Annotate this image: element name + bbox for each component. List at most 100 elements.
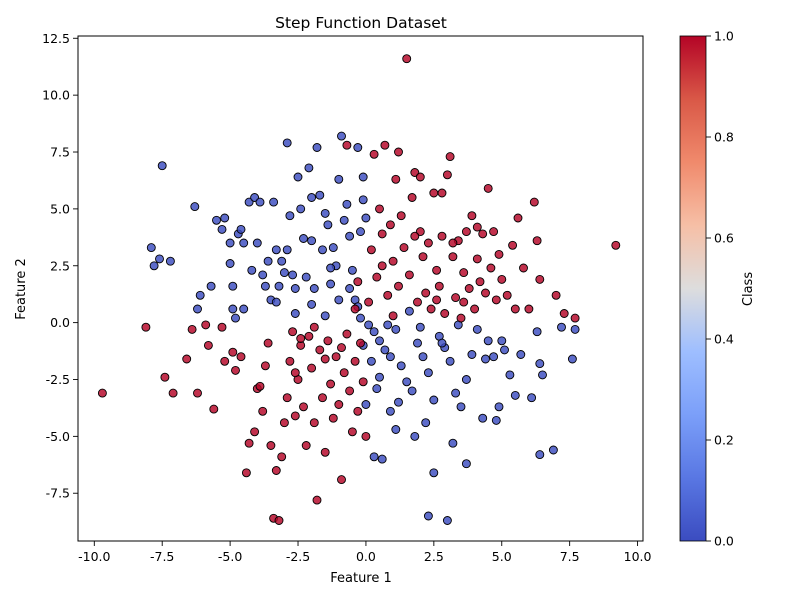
point-class-0 bbox=[361, 400, 371, 409]
point-class-0 bbox=[320, 311, 330, 321]
point-class-0 bbox=[274, 281, 284, 291]
point-class-1 bbox=[410, 231, 420, 241]
point-class-0 bbox=[195, 290, 205, 300]
point-class-0 bbox=[358, 172, 368, 182]
point-class-0 bbox=[328, 243, 338, 253]
point-class-0 bbox=[532, 327, 542, 337]
point-class-0 bbox=[421, 418, 431, 428]
point-class-0 bbox=[567, 354, 577, 364]
point-class-1 bbox=[182, 354, 192, 364]
point-class-1 bbox=[385, 220, 395, 230]
point-class-1 bbox=[320, 447, 330, 457]
point-class-0 bbox=[410, 431, 420, 441]
point-class-0 bbox=[570, 324, 580, 334]
point-class-1 bbox=[413, 297, 422, 307]
point-class-0 bbox=[472, 324, 482, 334]
point-class-1 bbox=[342, 140, 352, 150]
point-class-1 bbox=[489, 227, 499, 237]
point-class-1 bbox=[470, 304, 480, 314]
point-class-1 bbox=[404, 270, 414, 280]
point-class-0 bbox=[304, 163, 314, 173]
point-class-0 bbox=[225, 238, 235, 248]
point-class-1 bbox=[415, 172, 425, 182]
point-class-0 bbox=[535, 450, 545, 460]
point-class-1 bbox=[423, 238, 433, 248]
point-class-0 bbox=[320, 208, 330, 218]
point-class-1 bbox=[497, 274, 507, 284]
point-class-0 bbox=[220, 213, 230, 223]
point-class-0 bbox=[206, 281, 216, 291]
x-axis-ticks: -10.0 -7.5 -5.0 -2.5 0.0 2.5 5.0 7.5 10.0 bbox=[78, 541, 652, 564]
point-class-0 bbox=[263, 256, 273, 266]
point-class-0 bbox=[372, 384, 382, 394]
point-class-0 bbox=[375, 336, 384, 346]
point-class-0 bbox=[538, 370, 547, 380]
point-class-1 bbox=[141, 322, 151, 332]
point-class-0 bbox=[461, 459, 471, 469]
point-class-0 bbox=[293, 172, 303, 182]
point-class-0 bbox=[377, 454, 387, 464]
y-tick-label: -7.5 bbox=[46, 486, 70, 501]
point-class-1 bbox=[399, 243, 409, 253]
point-class-0 bbox=[366, 356, 376, 366]
point-class-0 bbox=[418, 352, 428, 362]
point-class-1 bbox=[331, 352, 341, 362]
point-class-0 bbox=[271, 245, 281, 255]
point-class-0 bbox=[356, 227, 365, 237]
point-class-0 bbox=[296, 204, 306, 214]
point-class-1 bbox=[402, 54, 412, 64]
x-tick-label: 2.5 bbox=[424, 549, 444, 564]
point-class-0 bbox=[461, 375, 471, 384]
point-class-1 bbox=[277, 452, 287, 462]
point-class-0 bbox=[478, 413, 488, 423]
point-class-0 bbox=[375, 372, 384, 382]
point-class-1 bbox=[445, 152, 455, 162]
point-class-1 bbox=[296, 334, 306, 343]
colorbar-tick-label: 0.8 bbox=[714, 130, 734, 145]
point-class-0 bbox=[307, 236, 317, 246]
point-class-1 bbox=[168, 388, 178, 398]
point-class-1 bbox=[448, 238, 458, 248]
point-class-1 bbox=[472, 222, 482, 232]
point-class-1 bbox=[337, 343, 346, 353]
point-class-0 bbox=[345, 284, 355, 293]
point-class-0 bbox=[269, 197, 279, 207]
point-class-0 bbox=[190, 202, 200, 212]
point-class-1 bbox=[478, 229, 488, 239]
point-class-1 bbox=[451, 293, 461, 303]
point-class-0 bbox=[228, 281, 238, 291]
point-class-0 bbox=[334, 295, 344, 305]
point-class-1 bbox=[437, 231, 447, 241]
point-class-1 bbox=[407, 193, 417, 202]
point-class-0 bbox=[369, 452, 379, 462]
point-class-0 bbox=[326, 279, 336, 289]
point-class-1 bbox=[440, 309, 450, 318]
point-class-1 bbox=[263, 338, 273, 348]
point-class-1 bbox=[244, 438, 254, 448]
point-class-1 bbox=[394, 281, 403, 291]
x-tick-label: 7.5 bbox=[560, 549, 580, 564]
point-class-1 bbox=[429, 188, 439, 198]
point-class-1 bbox=[372, 272, 382, 282]
x-tick-label: -10.0 bbox=[78, 549, 110, 564]
point-class-0 bbox=[239, 304, 249, 314]
point-class-0 bbox=[445, 356, 455, 366]
point-class-1 bbox=[350, 304, 360, 314]
point-class-1 bbox=[328, 413, 338, 423]
point-class-0 bbox=[288, 270, 298, 280]
point-class-0 bbox=[356, 313, 365, 323]
y-tick-label: 12.5 bbox=[42, 31, 70, 46]
point-class-1 bbox=[187, 324, 197, 334]
point-class-1 bbox=[519, 263, 528, 273]
point-class-1 bbox=[502, 290, 512, 300]
point-class-1 bbox=[323, 336, 333, 346]
point-class-1 bbox=[241, 468, 251, 478]
point-class-1 bbox=[271, 466, 281, 475]
point-class-0 bbox=[442, 516, 452, 525]
point-class-1 bbox=[301, 441, 311, 450]
point-class-1 bbox=[312, 495, 322, 505]
point-class-0 bbox=[307, 193, 317, 202]
point-class-1 bbox=[255, 381, 265, 391]
